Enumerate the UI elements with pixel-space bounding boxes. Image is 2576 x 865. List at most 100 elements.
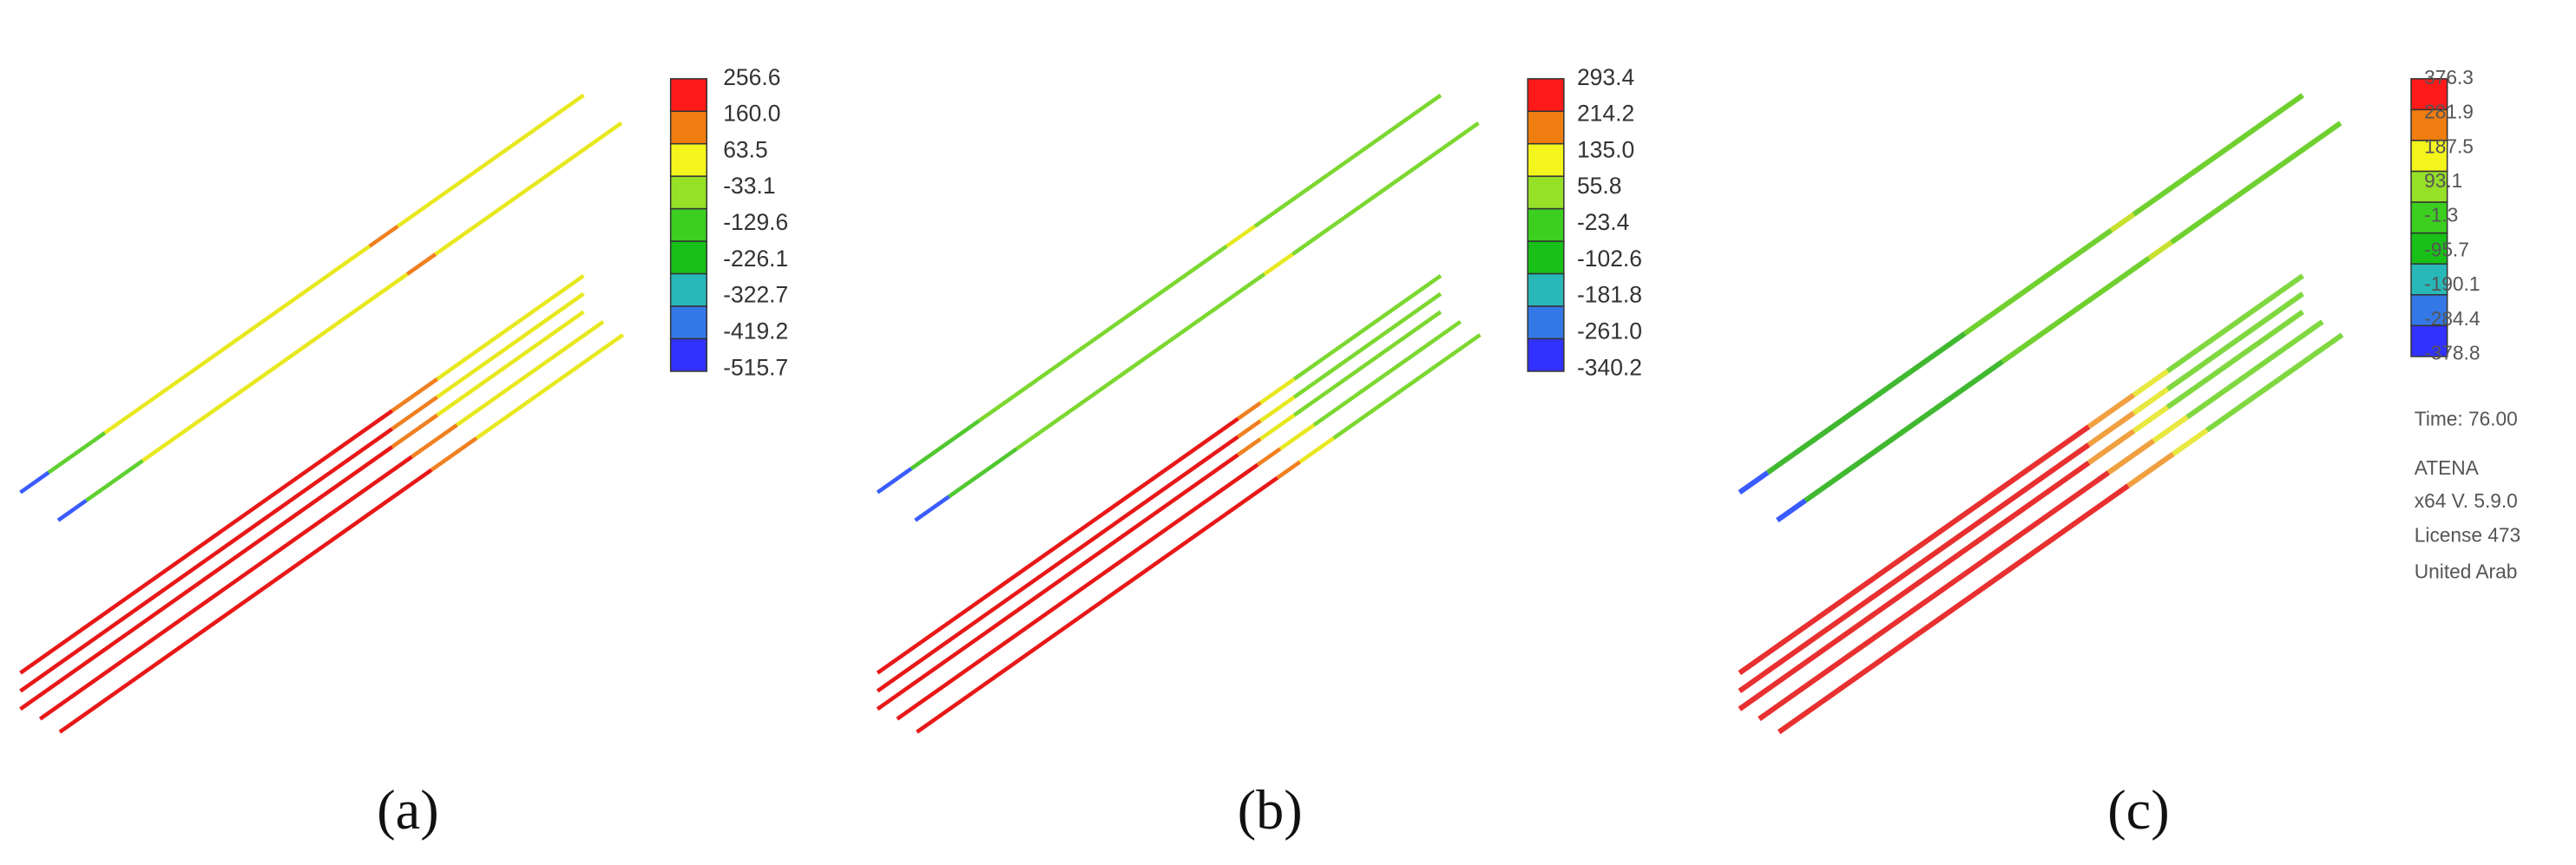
legend-band (2410, 170, 2448, 203)
legend-label: -23.4 (1577, 209, 1629, 235)
legend-band (2410, 263, 2448, 296)
legend-band (669, 240, 708, 275)
info-text: Time: 76.00 (2415, 407, 2518, 429)
bar-segment (58, 468, 433, 734)
bar-segment (2086, 429, 2136, 465)
bar-segment (436, 310, 585, 417)
bar-segment (2205, 332, 2344, 433)
legend-label: 93.1 (2424, 169, 2462, 192)
bar-segment (1291, 121, 1480, 256)
legend-band (669, 337, 708, 372)
bar-segment (1776, 498, 1807, 523)
bar-segment (910, 419, 981, 470)
bar-segment (1015, 272, 1266, 451)
legend-band (669, 207, 708, 242)
bar-segment (1276, 460, 1302, 480)
bar-segment (19, 427, 394, 693)
legend-label: -190.1 (2424, 272, 2480, 295)
bar-segment (1738, 442, 2091, 693)
bar-segment (411, 423, 458, 459)
bar-segment (2109, 212, 2136, 233)
bar-segment (1963, 227, 2113, 336)
panel-label: (b) (1238, 779, 1303, 841)
legend-label: 376.3 (2424, 66, 2474, 88)
panel: 376.3281.9187.593.1-1.3-95.7-190.1-284.4… (1738, 66, 2480, 841)
legend-label: 55.8 (1577, 173, 1622, 199)
bar-segment (436, 292, 585, 399)
legend-label: -102.6 (1577, 246, 1642, 272)
bar-segment (977, 244, 1228, 423)
bar-segment (456, 319, 605, 427)
panel: 256.6 160.0 63.5 -33.1 -129.6 -226.1 -322.7 -41… (19, 64, 788, 841)
bar-segment (2001, 256, 2151, 364)
bar-segment (1738, 460, 2091, 711)
legend: 293.4 214.2 135.0 55.8 -23.4 -102.6 -181.8 -261… (1527, 64, 1642, 380)
bar-segment (38, 455, 413, 721)
legend-band (1527, 337, 1565, 372)
legend-band (2410, 232, 2448, 265)
bar-segment (19, 409, 394, 675)
bar-segment (85, 459, 144, 502)
legend-band (1527, 78, 1565, 113)
bar-segment (1777, 483, 2130, 735)
bar-segment (391, 377, 438, 413)
panel-label: (c) (2107, 779, 2169, 841)
bar-segment (368, 224, 399, 248)
info-text: x64 V. 5.9.0 (2415, 489, 2518, 512)
bar-segment (396, 93, 585, 228)
bar-segment (916, 475, 1279, 734)
bar-segment (2132, 369, 2170, 397)
bar-segment (876, 435, 1239, 693)
legend-band (1527, 207, 1565, 242)
legend-label: -95.7 (2424, 238, 2469, 260)
info-text: ATENA (2415, 456, 2480, 479)
legend-band (1527, 175, 1565, 210)
bar-segment (1258, 377, 1296, 405)
bar-segment (1292, 292, 1442, 399)
legend-band (2410, 78, 2448, 111)
bar-segment (876, 453, 1239, 711)
legend-label: -378.8 (2424, 342, 2480, 364)
bar-segment (475, 333, 625, 440)
info-text: United Arab (2415, 560, 2518, 582)
legend-band (669, 142, 708, 177)
legend-label: 293.4 (1577, 64, 1634, 90)
legend-band (1527, 240, 1565, 275)
bar-segment (19, 445, 394, 711)
bar-segment (56, 498, 88, 522)
panel-label: (a) (377, 779, 438, 841)
bar-segment (2165, 292, 2304, 391)
bar-segment (434, 121, 623, 256)
legend-label: 256.6 (723, 64, 780, 90)
bar-segment (2152, 415, 2189, 443)
legend-label: 135.0 (1577, 136, 1634, 162)
bar-segment (1738, 424, 2091, 676)
bar-segment (876, 416, 1239, 675)
bar-segment (1738, 470, 1770, 495)
legend-label: 281.9 (2424, 101, 2474, 123)
legend-label: -181.8 (1577, 282, 1642, 308)
legend-band (669, 305, 708, 340)
bar-segment (430, 436, 478, 472)
bar-segment (391, 395, 438, 431)
legend-label: 160.0 (723, 101, 780, 127)
panel: 293.4 214.2 135.0 55.8 -23.4 -102.6 -181.8 -261… (876, 64, 1642, 841)
bar-segment (1253, 93, 1442, 228)
bar-segment (1765, 331, 1967, 475)
legend-band (1527, 305, 1565, 340)
bar-segment (2170, 121, 2343, 245)
legend: 376.3281.9187.593.1-1.3-95.7-190.1-284.4… (2410, 66, 2480, 364)
bar-segment (103, 244, 371, 435)
bar-segment (1758, 470, 2111, 722)
bar-segment (1258, 395, 1296, 423)
bar-segment (1226, 224, 1257, 248)
bar-segment (2172, 428, 2209, 456)
bar-segment (2132, 93, 2304, 217)
legend-label: 187.5 (2424, 134, 2474, 157)
legend: 256.6 160.0 63.5 -33.1 -129.6 -226.1 -322.7 -41… (669, 64, 788, 380)
bar-segment (19, 470, 50, 495)
bar-segment (436, 273, 585, 381)
legend-label: -419.2 (723, 318, 788, 344)
bar-segment (1256, 447, 1282, 467)
legend-label: 214.2 (1577, 101, 1634, 127)
